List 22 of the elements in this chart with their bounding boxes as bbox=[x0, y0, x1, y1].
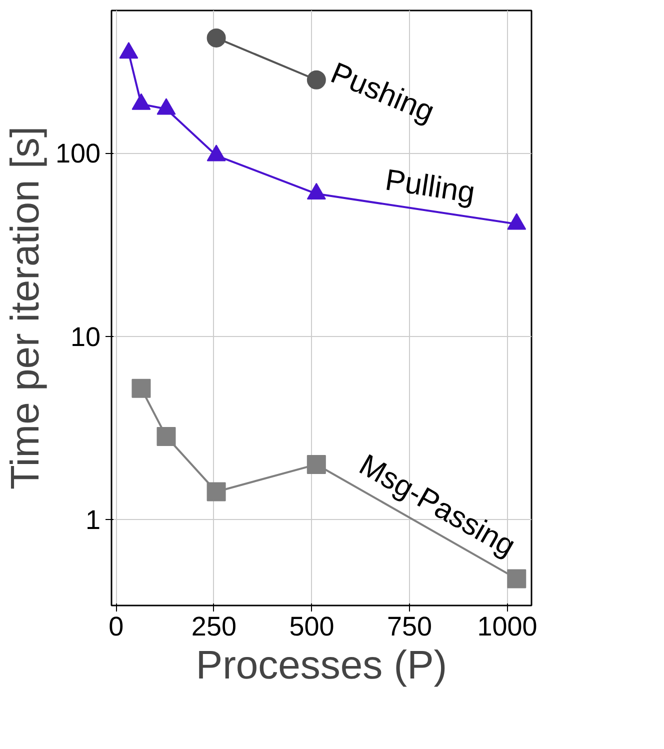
point bbox=[206, 482, 226, 502]
y-tick-label: 100 bbox=[55, 138, 101, 169]
x-tick-label: 500 bbox=[289, 612, 334, 642]
point bbox=[156, 427, 176, 446]
y-tick-label: 1 bbox=[85, 505, 101, 536]
point bbox=[507, 213, 526, 230]
y-axis-title: Time per iteration [s] bbox=[3, 126, 48, 490]
point bbox=[306, 182, 326, 200]
x-tick-label: 1000 bbox=[477, 612, 538, 642]
point bbox=[206, 144, 226, 162]
point bbox=[119, 42, 138, 59]
x-tick-label: 0 bbox=[108, 612, 124, 642]
x-tick-label: 750 bbox=[386, 612, 432, 642]
x-axis-title: Processes (P) bbox=[196, 644, 448, 688]
x-tick-label: 250 bbox=[191, 612, 236, 642]
point bbox=[156, 98, 176, 115]
text: Pulling bbox=[383, 164, 477, 210]
point bbox=[306, 454, 326, 474]
point bbox=[507, 569, 526, 588]
y-tick-label: 10 bbox=[70, 322, 101, 352]
point bbox=[132, 93, 151, 110]
point bbox=[132, 378, 151, 398]
